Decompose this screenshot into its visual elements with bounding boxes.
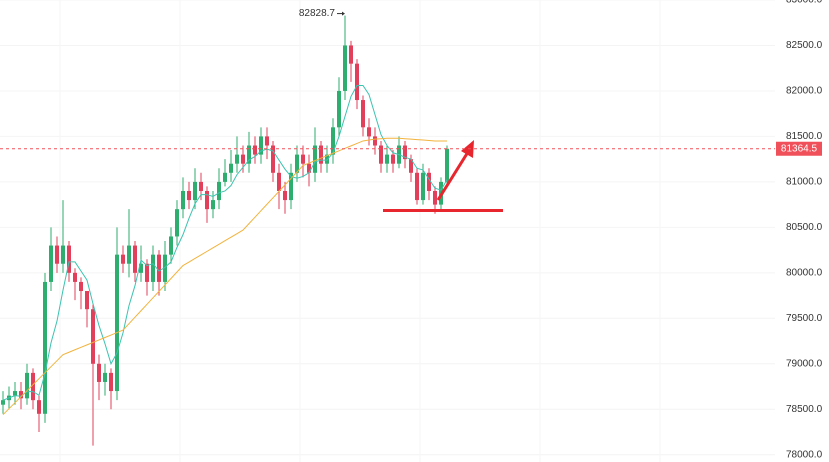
candle-body (109, 372, 113, 392)
candle-body (169, 236, 173, 255)
candle-body (445, 148, 449, 182)
candle-body (1, 400, 5, 405)
candle-body (355, 63, 359, 101)
y-tick-label: 78500.0 (786, 404, 823, 415)
candle-body (433, 190, 437, 205)
candle-body (19, 391, 23, 399)
candle-body (361, 100, 365, 128)
moving-average-line (2, 137, 447, 416)
y-tick-label: 80000.0 (786, 267, 823, 278)
candle-body (253, 145, 257, 155)
candle-body (307, 163, 311, 173)
y-tick-label: 78000.0 (786, 449, 823, 460)
candle-body (421, 172, 425, 201)
candle-body (127, 245, 131, 264)
candle-body (415, 172, 419, 201)
candle-body (73, 272, 77, 282)
candle-body (55, 245, 59, 264)
candle-body (43, 281, 47, 414)
y-tick-label: 79000.0 (786, 358, 823, 369)
candle-body (145, 263, 149, 282)
candle-body (427, 172, 431, 191)
candle-body (205, 190, 209, 210)
candle-body (319, 145, 323, 164)
candle-body (349, 45, 353, 64)
candle-body (325, 154, 329, 164)
candle-body (187, 190, 191, 201)
candle-body (217, 181, 221, 201)
y-tick-label: 81500.0 (786, 131, 823, 142)
candle-body (121, 254, 125, 264)
candle-body (379, 145, 383, 164)
candle-body (85, 291, 89, 310)
candle-body (391, 154, 395, 164)
candle-body (247, 145, 251, 164)
candle-body (241, 154, 245, 164)
candle-body (223, 172, 227, 182)
candle-body (175, 209, 179, 237)
y-tick-label: 80500.0 (786, 222, 823, 233)
candle-body (13, 391, 17, 396)
candle-body (181, 190, 185, 210)
candle-body (37, 400, 41, 414)
candle-body (343, 45, 347, 91)
candle-body (31, 372, 35, 401)
candle-body (211, 200, 215, 210)
current-price-box (776, 141, 822, 156)
candle-body (259, 136, 263, 155)
candle-body (229, 163, 233, 173)
candle-body (409, 159, 413, 173)
candle-body (373, 136, 377, 146)
y-tick-label: 79500.0 (786, 313, 823, 324)
candle-body (265, 136, 269, 146)
candle-body (271, 145, 275, 173)
candle-body (331, 127, 335, 155)
y-tick-label: 83000.0 (786, 0, 823, 6)
current-price-label: 81364.5 (781, 143, 818, 154)
high-label: 82828.7 (299, 8, 336, 19)
candle-body (403, 145, 407, 160)
candle-body (385, 154, 389, 164)
candle-body (49, 245, 53, 282)
arrow-head (461, 140, 474, 158)
candle-body (61, 245, 65, 264)
candle-body (133, 245, 137, 273)
y-tick-label: 82500.0 (786, 40, 823, 51)
candle-body (337, 90, 341, 128)
candle-body (301, 154, 305, 164)
candle-body (103, 372, 107, 382)
candle-body (115, 254, 119, 392)
candle-body (91, 309, 95, 364)
moving-average-line (2, 84, 448, 401)
arrow-shaft (436, 151, 470, 201)
candle-body (313, 145, 317, 173)
candle-body (163, 254, 167, 282)
candle-body (235, 154, 239, 164)
candle-body (193, 181, 197, 201)
candle-body (283, 190, 287, 201)
candle-body (277, 172, 281, 191)
candle-body (289, 172, 293, 201)
candle-body (151, 254, 155, 282)
y-tick-label: 82000.0 (786, 86, 823, 97)
candle-body (97, 363, 101, 382)
candle-body (199, 181, 203, 191)
candle-body (25, 372, 29, 399)
y-tick-label: 81000.0 (786, 177, 823, 188)
candle-body (79, 281, 83, 292)
candle-body (67, 245, 71, 273)
candle-body (157, 254, 161, 282)
high-label-arrow-head (342, 11, 345, 16)
candle-body (295, 154, 299, 173)
candle-body (139, 263, 143, 273)
candle-body (367, 127, 371, 137)
